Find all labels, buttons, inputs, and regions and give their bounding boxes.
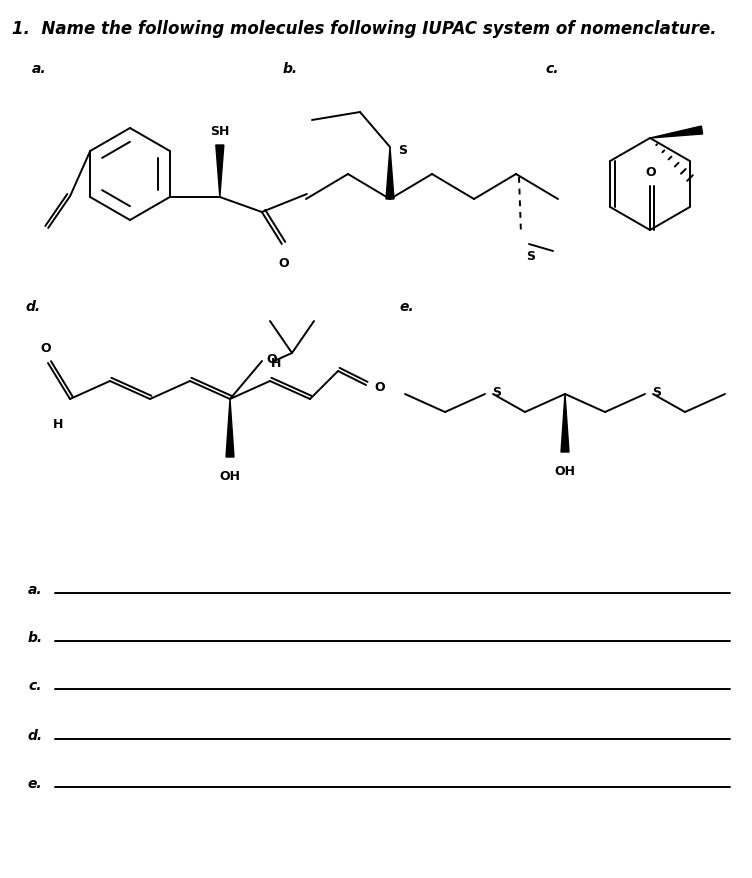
Text: O: O xyxy=(278,256,290,270)
Polygon shape xyxy=(226,399,234,457)
Text: OH: OH xyxy=(220,470,241,482)
Text: O: O xyxy=(41,342,51,355)
Text: d.: d. xyxy=(25,299,40,313)
Text: e.: e. xyxy=(28,776,43,790)
Text: e.: e. xyxy=(400,299,414,313)
Text: S: S xyxy=(526,249,535,263)
Text: S: S xyxy=(398,143,407,156)
Text: S: S xyxy=(652,386,661,399)
Polygon shape xyxy=(216,146,224,198)
Text: O: O xyxy=(374,381,385,394)
Text: S: S xyxy=(492,386,501,399)
Text: d.: d. xyxy=(28,728,43,742)
Polygon shape xyxy=(561,394,569,452)
Polygon shape xyxy=(386,148,394,200)
Text: O: O xyxy=(267,353,277,366)
Text: a.: a. xyxy=(28,582,43,596)
Text: b.: b. xyxy=(28,630,43,644)
Text: c.: c. xyxy=(28,678,41,692)
Polygon shape xyxy=(650,127,702,139)
Text: 1.  Name the following molecules following IUPAC system of nomenclature.: 1. Name the following molecules followin… xyxy=(12,20,717,38)
Text: O: O xyxy=(646,166,656,179)
Text: SH: SH xyxy=(210,125,229,138)
Text: H: H xyxy=(271,356,281,370)
Text: H: H xyxy=(53,418,63,430)
Text: a.: a. xyxy=(32,62,47,76)
Text: OH: OH xyxy=(554,464,575,478)
Text: c.: c. xyxy=(545,62,559,76)
Text: b.: b. xyxy=(283,62,298,76)
